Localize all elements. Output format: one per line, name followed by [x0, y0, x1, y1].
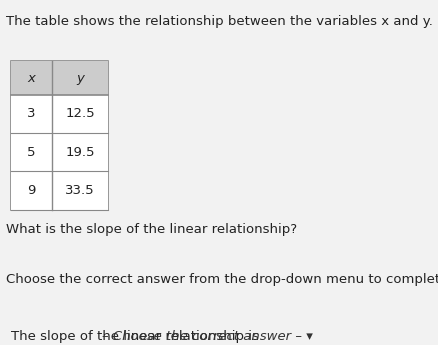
Text: 5: 5 [27, 146, 35, 159]
Text: 33.5: 33.5 [65, 184, 95, 197]
Text: What is the slope of the linear relationship?: What is the slope of the linear relation… [6, 223, 297, 236]
Text: x: x [28, 71, 35, 85]
Text: – Choose the correct answer – ▾: – Choose the correct answer – ▾ [102, 329, 312, 343]
Text: 12.5: 12.5 [65, 107, 95, 120]
Text: 9: 9 [27, 184, 35, 197]
Text: 3: 3 [27, 107, 35, 120]
Text: y: y [76, 71, 84, 85]
Text: The slope of the linear relationship is: The slope of the linear relationship is [11, 329, 266, 343]
Text: Choose the correct answer from the drop-down menu to complete the sentence.: Choose the correct answer from the drop-… [6, 273, 438, 286]
Text: The table shows the relationship between the variables x and y.: The table shows the relationship between… [6, 15, 432, 28]
Text: 19.5: 19.5 [65, 146, 95, 159]
